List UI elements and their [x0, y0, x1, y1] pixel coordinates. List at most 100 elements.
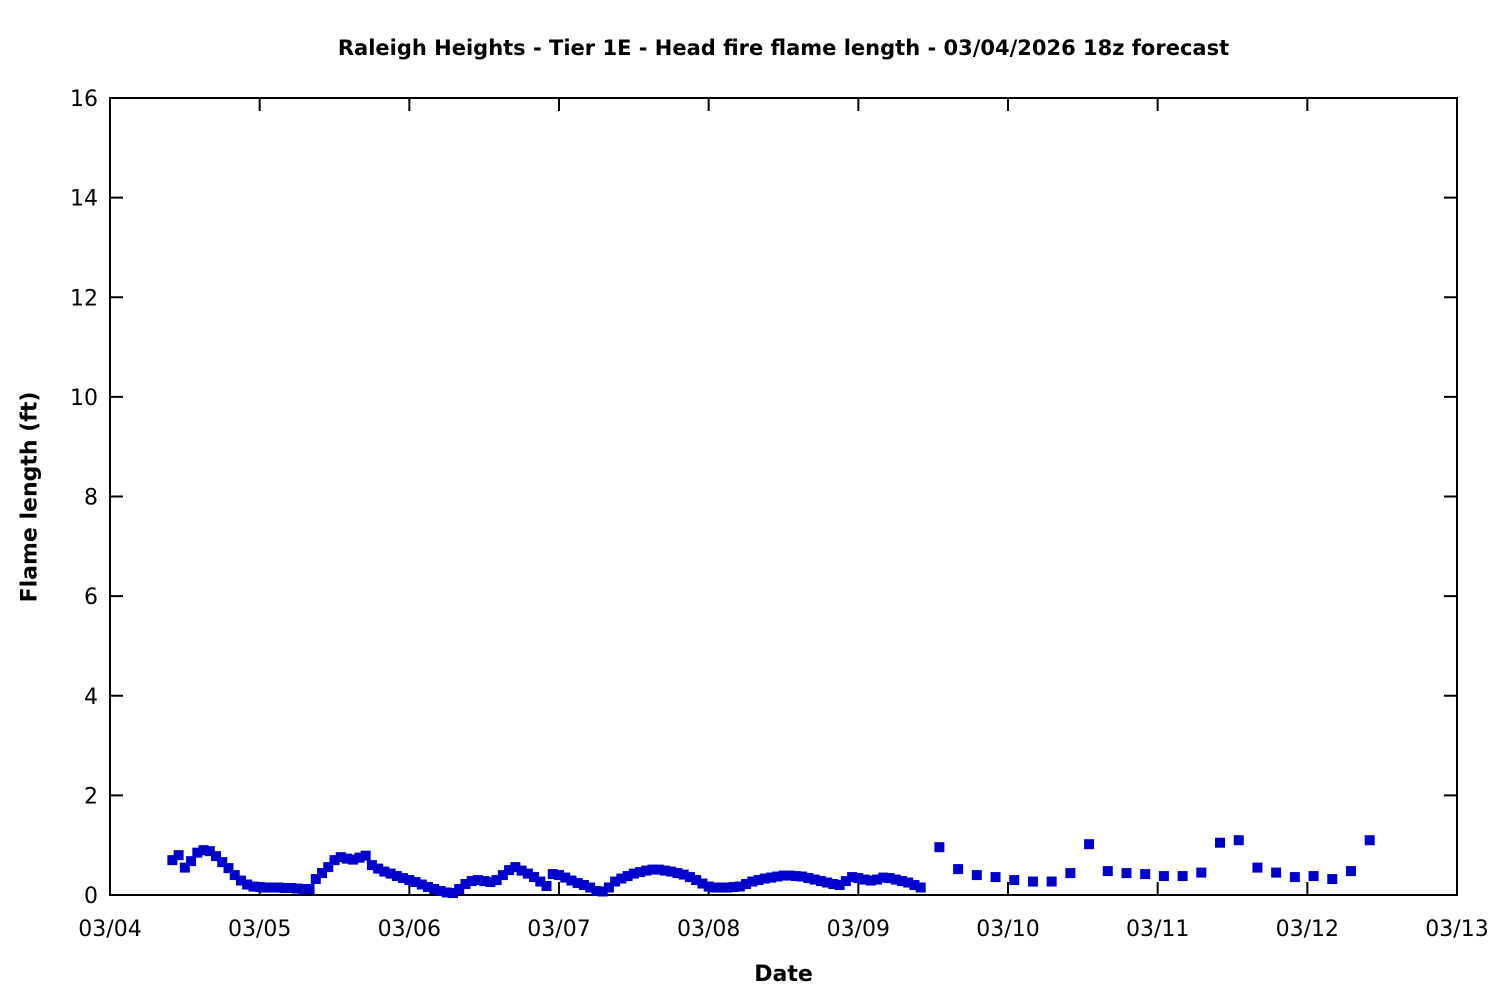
data-point — [260, 882, 271, 893]
data-point — [903, 877, 914, 888]
data-point — [273, 882, 284, 893]
y-tick-label: 2 — [84, 784, 98, 809]
data-point — [697, 878, 708, 889]
data-point — [560, 872, 571, 883]
plot-border — [109, 97, 1458, 896]
data-point — [990, 872, 1001, 883]
data-point — [603, 882, 614, 893]
x-tick-label: 03/09 — [827, 917, 890, 942]
data-point — [1009, 875, 1020, 886]
data-point — [354, 852, 365, 863]
x-axis-title: Date — [754, 962, 813, 987]
data-point — [822, 877, 833, 888]
data-point — [466, 876, 477, 887]
data-point — [554, 870, 565, 881]
data-point — [635, 867, 646, 878]
y-tick-label: 16 — [70, 87, 98, 112]
data-point — [766, 872, 777, 883]
data-point — [610, 876, 621, 887]
data-point — [884, 873, 895, 884]
data-point — [317, 868, 328, 879]
x-tick-label: 03/06 — [378, 917, 441, 942]
data-point — [716, 882, 727, 893]
data-point — [410, 877, 421, 888]
data-point — [1027, 876, 1038, 887]
data-point — [915, 882, 926, 893]
data-point — [186, 856, 197, 867]
data-point — [429, 884, 440, 895]
data-point — [323, 862, 334, 873]
data-point — [198, 845, 209, 856]
data-point — [828, 879, 839, 890]
data-point — [641, 865, 652, 876]
data-point — [1121, 868, 1132, 879]
data-point — [1140, 869, 1151, 880]
data-point — [254, 882, 265, 893]
data-point — [622, 871, 633, 882]
data-point — [223, 863, 234, 874]
data-point — [522, 868, 533, 879]
y-tick-label: 0 — [84, 884, 98, 909]
data-point — [803, 873, 814, 884]
y-tick-label: 14 — [70, 187, 98, 212]
y-tick-label: 6 — [84, 585, 98, 610]
x-tick-label: 03/04 — [78, 917, 141, 942]
y-tick-label: 12 — [70, 286, 98, 311]
data-point — [1046, 876, 1057, 887]
data-point — [772, 871, 783, 882]
data-point — [934, 842, 945, 853]
data-point — [360, 850, 371, 861]
data-point — [890, 874, 901, 885]
data-point — [1102, 866, 1113, 877]
data-point — [691, 875, 702, 886]
data-point — [709, 882, 720, 893]
x-tick-label: 03/08 — [677, 917, 740, 942]
data-point — [348, 854, 359, 865]
data-point — [597, 886, 608, 897]
data-point — [398, 873, 409, 884]
data-point — [878, 872, 889, 883]
data-point — [510, 862, 521, 873]
data-point — [267, 882, 278, 893]
data-point — [834, 880, 845, 891]
data-point — [728, 882, 739, 893]
data-point — [529, 872, 540, 883]
data-point — [373, 863, 384, 874]
data-point — [585, 882, 596, 893]
data-point — [971, 870, 982, 881]
data-point — [784, 870, 795, 881]
data-point — [591, 886, 602, 897]
data-point — [516, 865, 527, 876]
x-tick-label: 03/13 — [1425, 917, 1488, 942]
data-point — [684, 872, 695, 883]
data-point — [192, 847, 203, 858]
data-point — [416, 879, 427, 890]
data-point — [1215, 837, 1226, 848]
x-tick-label: 03/12 — [1276, 917, 1339, 942]
data-point — [447, 888, 458, 899]
x-tick-label: 03/11 — [1126, 917, 1189, 942]
data-point — [310, 874, 321, 885]
data-point — [173, 850, 184, 861]
data-point — [479, 876, 490, 887]
data-point — [1177, 871, 1188, 882]
x-tick-label: 03/07 — [527, 917, 590, 942]
data-point — [497, 870, 508, 881]
data-point — [547, 869, 558, 880]
data-point — [304, 884, 315, 895]
data-point — [1289, 872, 1300, 883]
data-point — [404, 875, 415, 886]
data-point — [741, 879, 752, 890]
data-point — [672, 868, 683, 879]
data-point — [909, 880, 920, 891]
data-point — [535, 876, 546, 887]
data-point — [491, 875, 502, 886]
data-point — [204, 846, 215, 857]
data-point — [541, 881, 552, 892]
data-point — [366, 860, 377, 871]
data-point — [653, 864, 664, 875]
data-point — [472, 875, 483, 886]
data-point — [248, 881, 259, 892]
data-point — [298, 884, 309, 895]
